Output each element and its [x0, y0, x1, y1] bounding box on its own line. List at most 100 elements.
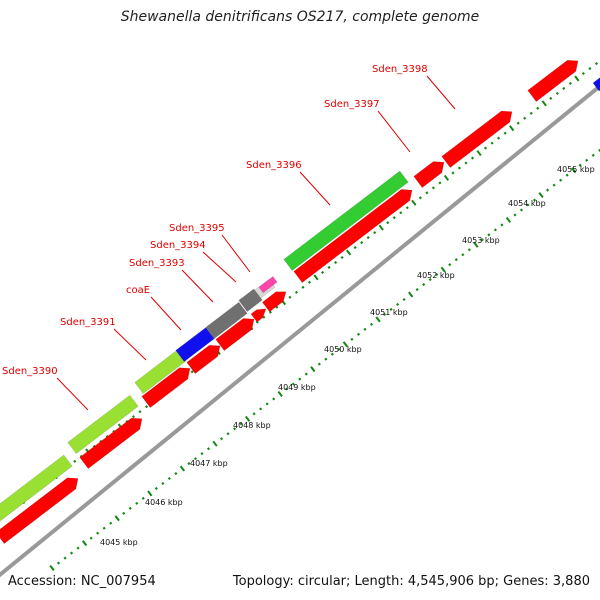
gene-label[interactable]: Sden_3395: [169, 223, 225, 234]
outer-tick: [340, 255, 344, 260]
kbp-label: 4055 kbp: [557, 165, 595, 174]
gene-label[interactable]: Sden_3397: [324, 99, 380, 110]
inner-tick: [487, 233, 491, 237]
gene-label[interactable]: Sden_3390: [2, 366, 58, 377]
outer-tick: [301, 285, 305, 289]
outer-tick: [470, 156, 475, 160]
outer-tick: [451, 171, 455, 175]
outer-tick: [131, 415, 135, 419]
outer-tick: [425, 191, 429, 195]
inner-tick: [265, 402, 269, 406]
gene-leader-line: [202, 251, 237, 283]
outer-tick: [288, 295, 292, 299]
kbp-label: 4053 kbp: [462, 236, 500, 245]
inner-tick: [63, 556, 67, 560]
gene-label[interactable]: Sden_3393: [129, 258, 185, 269]
gene-label[interactable]: Sden_3396: [246, 160, 302, 171]
inner-tick: [591, 153, 595, 157]
kbp-label: 4048 kbp: [233, 421, 271, 430]
inner-tick: [233, 427, 237, 431]
inner-tick: [350, 337, 354, 341]
outer-tick: [476, 150, 482, 157]
inner-tick: [383, 312, 387, 316]
outer-tick: [555, 91, 559, 95]
inner-tick: [285, 387, 289, 391]
kbp-label: 4049 kbp: [278, 383, 316, 392]
outer-tick: [334, 260, 338, 265]
outer-tick: [529, 111, 533, 115]
inner-tick: [519, 208, 524, 212]
outer-tick: [386, 221, 390, 225]
gene-leader-line: [113, 328, 147, 361]
outer-tick: [594, 62, 598, 66]
gene-bar-sden-3395-pink: [258, 276, 278, 294]
gene-bar-red-4: [186, 344, 221, 375]
inner-tick: [89, 536, 93, 540]
outer-tick: [405, 206, 409, 210]
kbp-label: 4047 kbp: [190, 459, 228, 468]
genome-stats-label: Topology: circular; Length: 4,545,906 bp…: [232, 574, 590, 589]
inner-tick: [81, 540, 88, 547]
gene-label[interactable]: Sden_3391: [60, 317, 116, 328]
outer-tick: [411, 199, 417, 206]
outer-tick: [360, 241, 364, 245]
gene-bar-sden-3394: [238, 288, 263, 313]
gene-label[interactable]: coaE: [126, 285, 150, 296]
inner-tick: [585, 158, 589, 162]
inner-tick: [337, 347, 341, 351]
inner-tick: [298, 377, 302, 381]
inner-tick: [147, 490, 153, 497]
inner-tick: [109, 521, 113, 525]
gene-bar-red-9: [413, 161, 445, 189]
gene-label[interactable]: Sden_3398: [372, 64, 428, 75]
inner-tick: [375, 316, 381, 323]
inner-tick: [135, 501, 139, 505]
inner-tick-ring: [49, 148, 600, 571]
outer-tick: [438, 181, 442, 185]
inner-tick: [500, 223, 504, 227]
inner-tick: [532, 198, 537, 202]
gene-leader-line: [150, 296, 182, 331]
gene-bar-red-8: [293, 189, 413, 284]
outer-tick: [490, 141, 494, 145]
inner-tick: [56, 561, 61, 565]
inner-tick: [206, 447, 211, 451]
inner-tick: [76, 546, 80, 550]
kbp-label: 4046 kbp: [145, 498, 183, 507]
inner-tick: [493, 228, 497, 232]
inner-tick: [461, 253, 465, 257]
inner-tick: [408, 291, 414, 298]
inner-tick: [128, 506, 132, 510]
gene-labels: Sden_3390 Sden_3391 coaE Sden_3393 Sden_3394…: [2, 64, 456, 411]
inner-tick: [435, 273, 439, 277]
inner-tick: [440, 266, 446, 273]
outer-tick: [353, 245, 357, 250]
gene-bar-sden-3393: [205, 301, 248, 340]
outer-tick: [346, 249, 352, 256]
map-title: Shewanella denitrificans OS217, complete…: [120, 9, 480, 25]
inner-tick: [96, 531, 100, 535]
inner-tick: [546, 188, 550, 192]
outer-tick: [581, 71, 585, 76]
outer-tick: [138, 410, 142, 414]
outer-tick: [541, 100, 547, 107]
gene-leader-line: [221, 234, 251, 273]
outer-tick: [568, 81, 572, 85]
gene-bar-sden-3391: [134, 349, 187, 395]
outer-tick: [574, 75, 580, 82]
gene-label[interactable]: Sden_3394: [150, 240, 206, 251]
inner-tick: [363, 327, 367, 331]
inner-tick: [167, 476, 171, 481]
inner-tick: [200, 452, 204, 456]
inner-tick: [141, 496, 145, 500]
gene-bar-sden-3396: [283, 170, 409, 272]
outer-tick: [516, 121, 520, 125]
gene-bar-coae: [175, 327, 215, 363]
inner-tick: [49, 565, 55, 571]
inner-tick: [239, 422, 243, 426]
gene-bar-red-3: [141, 367, 191, 409]
accession-label: Accession: NC_007954: [8, 574, 156, 589]
inner-tick: [245, 415, 251, 422]
inner-tick: [422, 283, 426, 287]
